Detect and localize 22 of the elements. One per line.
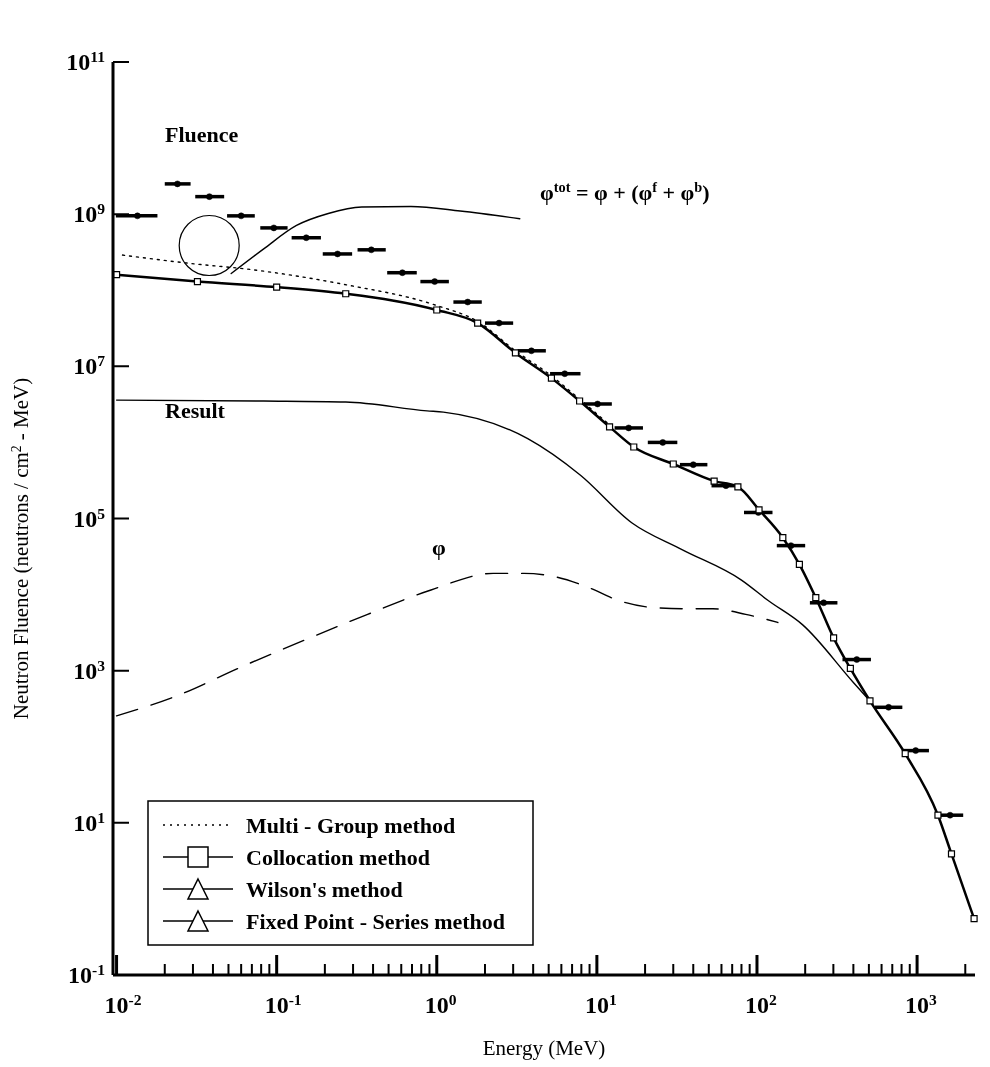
annotation: Result <box>165 398 226 423</box>
annotation: φ <box>432 535 446 560</box>
x-tick-label: 10$^{-2}$ <box>104 990 142 1018</box>
legend-label: Multi - Group method <box>246 813 456 838</box>
y-tick-label: 10$^{9}$ <box>73 199 106 228</box>
x-axis-title: Energy (MeV) <box>482 1036 606 1060</box>
y-tick-label: 10$^{-1}$ <box>68 960 105 988</box>
y-tick-label: 10$^{11}$ <box>66 47 105 75</box>
x-tick-label: 10$^{0}$ <box>424 990 457 1018</box>
legend-label: Wilson's method <box>246 877 403 902</box>
x-tick-label: 10$^{2}$ <box>744 990 777 1018</box>
y-tick-label: 10$^{7}$ <box>73 351 106 380</box>
annotation: φ$^{tot}$ = φ + (φ$^{f}$ + φ$^{b}$) <box>540 179 710 205</box>
annotation: Fluence <box>165 122 239 147</box>
x-tick-label: 10$^{3}$ <box>905 990 938 1018</box>
x-tick-label: 10$^{-1}$ <box>264 990 302 1018</box>
x-tick-label: 10$^{1}$ <box>584 990 617 1018</box>
legend-label: Collocation method <box>246 845 430 870</box>
y-tick-label: 10$^{3}$ <box>73 656 106 684</box>
y-tick-label: 10$^{1}$ <box>73 808 105 836</box>
legend-label: Fixed Point - Series method <box>246 909 506 934</box>
y-tick-label: 10$^{5}$ <box>73 504 106 532</box>
